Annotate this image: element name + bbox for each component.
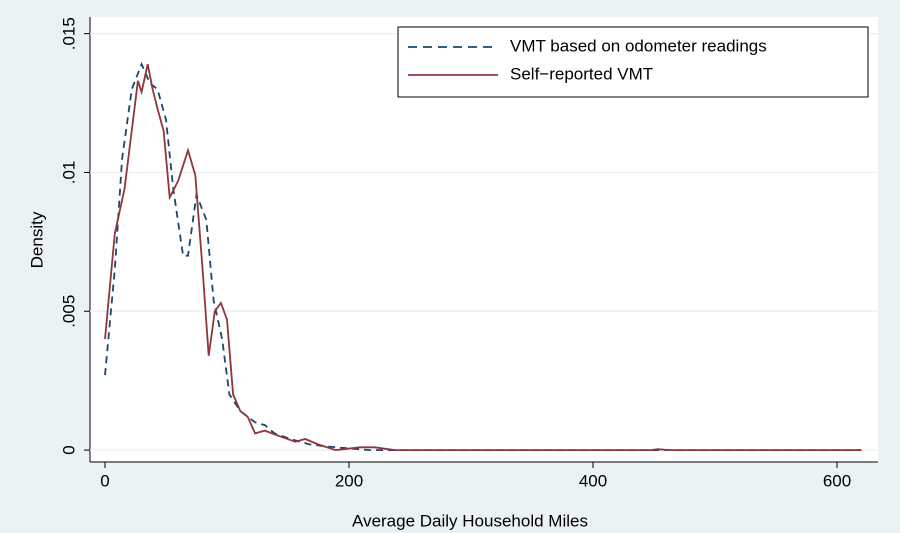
legend-label: VMT based on odometer readings <box>510 36 767 55</box>
series-line <box>104 61 862 451</box>
legend-label: Self−reported VMT <box>510 64 653 83</box>
x-tick-label: 600 <box>823 471 851 490</box>
y-axis-label: Density <box>27 211 46 268</box>
x-tick-label: 400 <box>579 471 607 490</box>
y-tick-label: .005 <box>59 295 78 328</box>
x-axis-label: Average Daily Household Miles <box>352 511 588 530</box>
x-tick-label: 200 <box>335 471 363 490</box>
legend-box <box>397 26 869 98</box>
y-tick-label: .01 <box>59 161 78 185</box>
y-tick-label: 0 <box>59 445 78 454</box>
x-tick-label: 0 <box>100 471 109 490</box>
y-tick-label: .015 <box>59 17 78 50</box>
series-line <box>104 64 862 452</box>
